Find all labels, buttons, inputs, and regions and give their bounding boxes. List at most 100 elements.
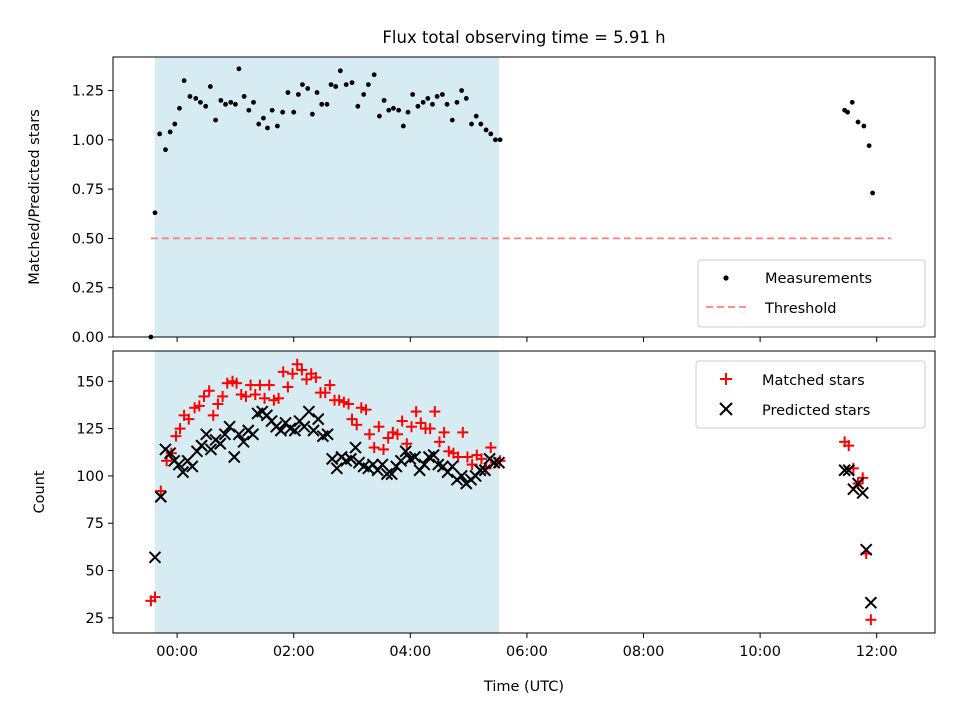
measurement-point	[203, 103, 209, 109]
matched-star-point	[368, 442, 380, 454]
count-points	[145, 358, 878, 626]
measurement-point	[488, 131, 494, 137]
count-legend: Matched stars Predicted stars	[695, 360, 926, 429]
measurement-point	[405, 109, 411, 115]
y-tick-label: 0.00	[72, 330, 104, 346]
predicted-star-point	[446, 460, 459, 473]
measurement-point	[300, 82, 305, 88]
measurement-point	[391, 105, 396, 111]
predicted-star-point	[418, 458, 431, 471]
matched-star-point	[301, 373, 313, 385]
predicted-star-point	[148, 551, 162, 564]
predicted-star-point	[427, 448, 440, 462]
measurement-point	[309, 111, 315, 117]
measurement-point	[439, 92, 445, 97]
matched-star-point	[373, 421, 385, 433]
matched-star-point	[457, 426, 469, 438]
matched-star-point	[865, 614, 877, 626]
matched-star-point	[391, 428, 403, 440]
measurement-point	[256, 121, 262, 127]
matched-star-point	[405, 421, 417, 433]
matched-star-point	[149, 591, 161, 603]
measurement-point	[241, 94, 247, 99]
measurement-point	[167, 129, 173, 135]
count-panel: 25 50 75 100 125 150 00:00 02:00 04:00 06:00 08:0…	[32, 350, 936, 695]
predicted-star-point	[478, 464, 492, 477]
measurement-point	[251, 99, 256, 105]
matched-star-point	[277, 366, 289, 378]
y-tick-label: 25	[86, 611, 104, 627]
measurement-point	[396, 107, 402, 113]
measurement-point	[361, 92, 367, 97]
measurement-point	[444, 101, 450, 107]
matched-star-point	[351, 419, 363, 431]
matched-star-point	[259, 392, 271, 404]
measurement-point	[449, 117, 455, 123]
matched-star-point	[263, 379, 275, 391]
predicted-star-point	[394, 454, 408, 467]
measurement-point	[870, 190, 876, 196]
x-tick-label: 00:00	[156, 644, 198, 660]
matched-star-point	[429, 406, 441, 418]
x-tick-label: 06:00	[506, 644, 548, 660]
x-tick-label: 12:00	[856, 644, 898, 660]
measurement-point	[261, 115, 266, 121]
matched-star-point	[183, 413, 195, 425]
count-panel-ylabel: Count	[32, 470, 48, 513]
x-tick-label: 02:00	[273, 644, 315, 660]
legend-predicted-marker	[719, 402, 733, 416]
matched-star-point	[193, 400, 205, 412]
predicted-star-point	[163, 446, 177, 460]
matched-star-point	[249, 389, 261, 401]
measurement-point	[371, 72, 377, 78]
matched-star-point	[198, 390, 210, 402]
matched-star-point	[364, 428, 376, 440]
measurement-point	[483, 127, 489, 133]
measurement-point	[410, 92, 416, 97]
measurement-point	[157, 131, 163, 137]
predicted-star-point	[325, 452, 339, 466]
x-tick-label: 10:00	[739, 644, 781, 660]
matched-star-point	[174, 423, 186, 435]
predicted-star-point	[330, 462, 344, 475]
matched-star-point	[170, 430, 182, 442]
predicted-star-point	[274, 424, 288, 437]
matched-star-point	[433, 436, 445, 448]
measurement-point	[291, 109, 297, 115]
predicted-star-point	[838, 464, 851, 477]
measurement-point	[355, 103, 361, 109]
y-tick-label: 0.25	[72, 281, 104, 297]
measurement-point	[333, 84, 339, 89]
matched-star-point	[346, 413, 358, 425]
matched-star-point	[843, 440, 855, 452]
measurement-point	[213, 117, 219, 123]
ratio-panel: 0.00 0.25 0.50 0.75 1.00 1.25 Matched/Predict…	[27, 56, 936, 346]
measurement-point	[454, 99, 460, 105]
matched-star-point	[415, 417, 427, 429]
matched-star-point	[401, 438, 413, 450]
y-tick-label: 1.00	[72, 133, 104, 149]
matched-star-point	[438, 426, 450, 438]
legend-threshold-label: Threshold	[764, 301, 836, 317]
legend-measurements-label: Measurements	[765, 271, 872, 287]
matched-star-point	[221, 377, 233, 389]
predicted-star-point	[349, 441, 362, 454]
y-tick-label: 1.25	[72, 84, 104, 100]
predicted-star-point	[302, 405, 316, 418]
measurement-point	[207, 84, 213, 89]
measurement-point	[849, 99, 855, 105]
matched-star-point	[155, 485, 167, 497]
predicted-star-point	[474, 464, 487, 477]
predicted-star-point	[376, 458, 389, 471]
measurement-point	[328, 82, 334, 88]
measurement-point	[198, 99, 203, 105]
measurement-point	[377, 113, 382, 119]
matched-star-point	[319, 387, 331, 399]
measurement-point	[493, 137, 498, 143]
predicted-star-point	[408, 450, 422, 464]
measurement-point	[349, 80, 355, 86]
measurement-point	[861, 123, 867, 129]
measurement-point	[425, 96, 431, 101]
x-tick-label: 08:00	[623, 644, 665, 660]
